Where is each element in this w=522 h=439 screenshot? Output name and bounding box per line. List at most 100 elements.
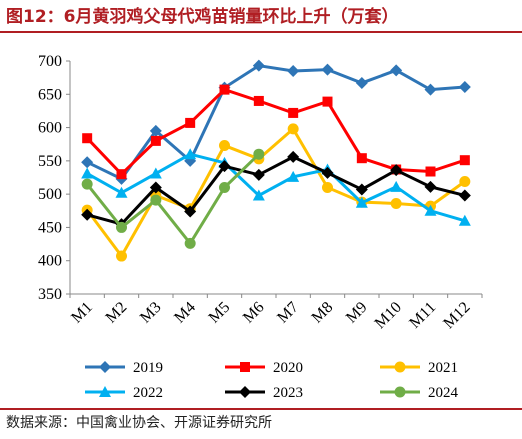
data-point — [322, 181, 333, 193]
x-tick-label: M6 — [240, 299, 268, 327]
data-point — [253, 148, 265, 160]
series-2021 — [81, 123, 471, 262]
line-chart: 350 400 450 500 550 600 650 700 M1 M2 M3 M4 M5 M6 M7 M8… — [38, 53, 483, 401]
data-point — [81, 208, 94, 221]
data-point — [355, 183, 368, 196]
y-tick-label: 450 — [38, 219, 62, 236]
legend-label: 2024 — [428, 385, 459, 401]
x-tick-label: M11 — [406, 299, 439, 332]
data-point — [390, 164, 403, 177]
data-point — [116, 169, 127, 180]
legend-label: 2022 — [133, 385, 163, 401]
data-point — [150, 194, 162, 206]
legend-item-2019: 2019 — [85, 360, 163, 376]
x-tick-label: M8 — [309, 299, 337, 327]
x-tick-label: M5 — [206, 299, 234, 327]
data-point — [459, 175, 471, 187]
legend-label: 2020 — [273, 360, 303, 376]
y-tick-label: 650 — [38, 86, 62, 103]
data-point — [390, 180, 403, 192]
x-tick-label: M3 — [137, 299, 165, 327]
data-point — [149, 124, 162, 137]
data-point — [184, 148, 197, 160]
legend-marker — [99, 386, 111, 397]
legend-label: 2019 — [133, 360, 163, 376]
y-tick-label: 400 — [38, 253, 62, 270]
data-point — [81, 178, 93, 190]
title-rule — [0, 31, 522, 33]
source-note: 数据来源：中国禽业协会、开源证券研究所 — [6, 415, 272, 431]
data-point — [287, 64, 300, 77]
data-point — [149, 181, 162, 194]
data-point — [321, 166, 334, 179]
data-point — [82, 133, 93, 144]
source-rule — [0, 408, 522, 410]
legend-label: 2023 — [273, 385, 303, 401]
legend-marker — [394, 361, 406, 373]
data-point — [253, 95, 264, 106]
data-point — [390, 64, 403, 77]
x-tick-label: M7 — [274, 299, 302, 327]
data-point — [321, 63, 334, 76]
legend-item-2024: 2024 — [380, 385, 459, 401]
data-point — [425, 166, 436, 177]
data-point — [458, 189, 471, 202]
legend-marker — [394, 386, 406, 398]
x-tick-label: M2 — [103, 299, 131, 327]
series-line — [86, 152, 466, 223]
data-point — [219, 84, 230, 95]
data-point — [252, 189, 265, 201]
data-point — [355, 196, 368, 208]
chart-title: 图12：6月黄羽鸡父母代鸡苗销量环比上升（万套） — [6, 7, 399, 27]
data-point — [458, 214, 471, 226]
legend-item-2023: 2023 — [225, 385, 303, 401]
data-point — [288, 107, 299, 118]
data-point — [219, 181, 230, 193]
x-tick-label: M12 — [440, 299, 473, 332]
data-point — [219, 140, 230, 152]
data-point — [184, 205, 197, 218]
series-line — [85, 153, 260, 247]
x-tick-label: M4 — [171, 299, 199, 327]
data-point — [218, 160, 231, 173]
legend-item-2022: 2022 — [85, 385, 163, 401]
series-line — [86, 155, 466, 226]
data-point — [459, 155, 470, 166]
data-point — [149, 167, 162, 179]
data-point — [252, 168, 265, 181]
data-point — [287, 150, 300, 163]
data-point — [355, 76, 368, 89]
data-point — [81, 167, 94, 179]
data-point — [81, 156, 94, 169]
data-point — [322, 96, 333, 107]
series-2023 — [81, 150, 471, 231]
data-point — [185, 117, 196, 128]
series-2020 — [82, 84, 470, 180]
data-point — [116, 250, 127, 262]
legend-marker — [99, 361, 111, 373]
data-point — [115, 186, 128, 198]
legend-marker — [239, 386, 251, 398]
data-point — [356, 153, 367, 164]
data-point — [116, 221, 127, 233]
legend: 2019 2020 2021 2022 2023 2024 — [85, 360, 459, 401]
series-line — [86, 87, 466, 177]
data-point — [424, 83, 437, 96]
data-point — [150, 135, 161, 146]
legend-item-2020: 2020 — [225, 360, 303, 376]
data-point — [390, 197, 402, 209]
series-lines — [81, 59, 471, 262]
y-tick-label: 700 — [38, 53, 62, 70]
data-point — [458, 80, 471, 93]
data-point — [287, 123, 299, 135]
legend-item-2021: 2021 — [380, 360, 458, 376]
legend-label: 2021 — [428, 360, 458, 376]
data-point — [287, 170, 300, 182]
data-point — [252, 59, 265, 72]
data-point — [424, 204, 437, 216]
x-tick-label: M9 — [343, 299, 371, 327]
series-2024 — [81, 148, 265, 249]
x-tick-label: M10 — [372, 299, 405, 332]
y-tick-label: 350 — [38, 286, 62, 303]
x-tick-label: M1 — [68, 299, 96, 327]
